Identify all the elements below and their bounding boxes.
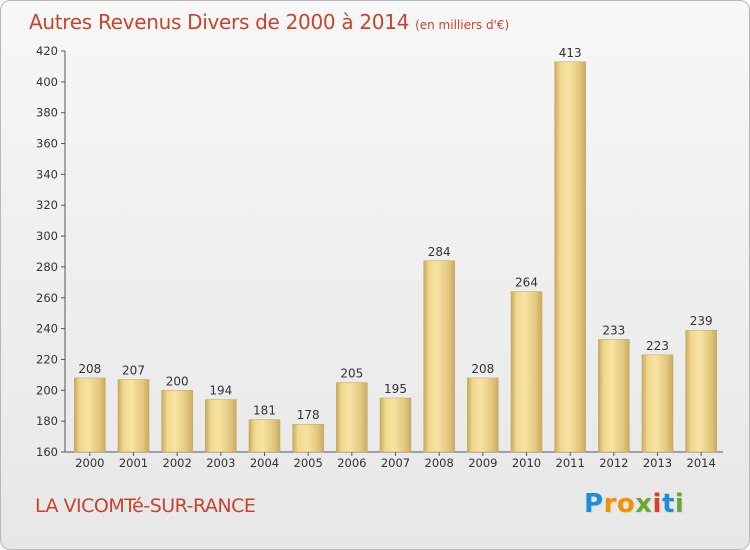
bar [205, 399, 237, 453]
bar [248, 419, 281, 453]
x-tick-label: 2000 [75, 456, 104, 470]
bar-value-label: 205 [340, 367, 363, 381]
bar [336, 382, 368, 453]
x-tick-label: 2007 [381, 456, 410, 470]
bar-value-label: 195 [384, 382, 407, 396]
x-tick-label: 2011 [556, 456, 585, 470]
x-tick-label: 2005 [294, 456, 323, 470]
bar [292, 423, 324, 453]
x-tick-label: 2008 [425, 456, 454, 470]
logo-letter: o [616, 489, 636, 519]
x-tick-label: 2012 [599, 456, 628, 470]
x-tick-label: 2001 [119, 456, 148, 470]
value-labels-group: 208 207 200 194 181 178 205 195 284 208 264 413 233 2… [78, 46, 712, 422]
commune-name: LA VICOMTé-SUR-RANCE [35, 495, 256, 517]
y-tick-label: 360 [36, 137, 58, 151]
bar-value-label: 239 [690, 314, 713, 328]
logo-letter: i [652, 489, 662, 519]
bar [379, 397, 412, 453]
bar [74, 377, 106, 453]
y-tick-label: 400 [36, 75, 58, 89]
bar-value-label: 233 [602, 323, 625, 337]
bar-value-label: 208 [78, 362, 101, 376]
logo-letter: i [674, 489, 685, 519]
bar [685, 329, 717, 453]
y-tick-label: 260 [36, 291, 58, 305]
bar [117, 379, 150, 453]
y-tick-label: 160 [36, 445, 58, 459]
bar-value-label: 208 [471, 362, 494, 376]
y-tick-label: 180 [36, 414, 58, 428]
bar [598, 339, 630, 453]
axes: 160 180 200 220 240 260 280 300 320 340 360 380 400 4… [36, 44, 723, 470]
x-tick-label: 2002 [163, 456, 192, 470]
y-tick-label: 300 [36, 229, 58, 243]
y-tick-label: 380 [36, 106, 58, 120]
bar-value-label: 178 [297, 408, 320, 422]
y-tick-label: 240 [36, 322, 58, 336]
x-tick-label: 2004 [250, 456, 279, 470]
bar-value-label: 200 [166, 374, 189, 388]
x-tick-label: 2014 [687, 456, 716, 470]
bar-value-label: 413 [559, 46, 582, 60]
x-tick-label: 2013 [643, 456, 672, 470]
x-tick-label: 2009 [468, 456, 497, 470]
bar-value-label: 194 [209, 384, 232, 398]
proxiti-logo: Proxiti [584, 489, 684, 519]
bar [423, 260, 455, 453]
bar [510, 291, 543, 453]
chart-title-text: Autres Revenus Divers de 2000 à 2014 [29, 10, 410, 34]
logo-letter: r [603, 489, 617, 519]
y-tick-label: 320 [36, 198, 58, 212]
logo-letter: x [635, 489, 653, 519]
y-tick-label: 280 [36, 260, 58, 274]
bar [641, 354, 674, 453]
chart-subtitle: (en milliers d'€) [415, 18, 510, 32]
y-tick-label: 340 [36, 167, 58, 181]
bar-value-label: 207 [122, 364, 145, 378]
y-tick-label: 220 [36, 352, 58, 366]
bar-value-label: 284 [428, 245, 451, 259]
x-tick-label: 2010 [512, 456, 541, 470]
bar-value-label: 264 [515, 276, 538, 290]
y-tick-label: 200 [36, 383, 58, 397]
chart-title: Autres Revenus Divers de 2000 à 2014 (en … [29, 10, 509, 34]
bar-value-label: 223 [646, 339, 669, 353]
x-tick-label: 2006 [337, 456, 366, 470]
logo-letter: t [661, 489, 675, 519]
bar [161, 390, 193, 453]
logo-letter: P [584, 489, 604, 519]
bar-value-label: 181 [253, 404, 276, 418]
y-tick-label: 420 [36, 44, 58, 58]
bar [467, 377, 499, 453]
x-tick-label: 2003 [206, 456, 235, 470]
bars-group [74, 61, 717, 453]
bar [554, 61, 586, 453]
